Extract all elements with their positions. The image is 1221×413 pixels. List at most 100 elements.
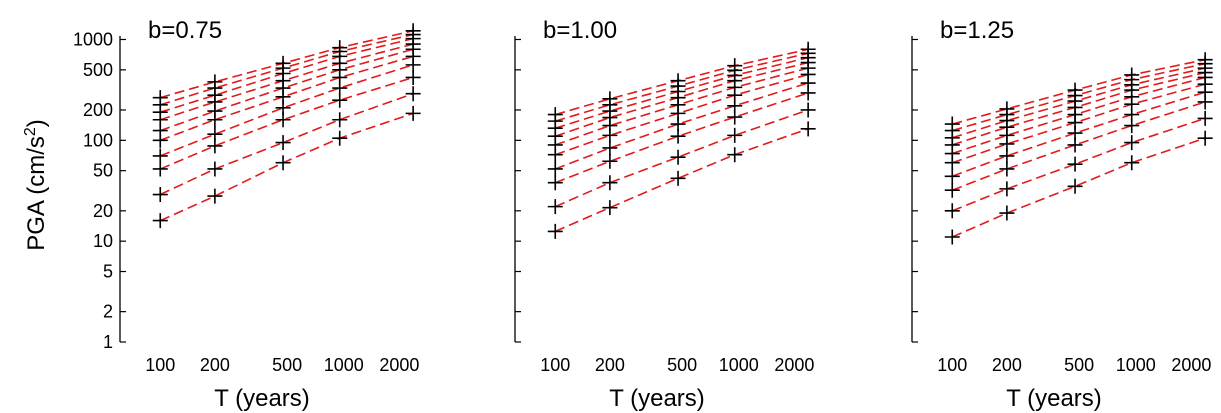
data-point-marker — [602, 140, 618, 156]
fit-line — [952, 71, 1206, 146]
fit-line — [555, 61, 809, 137]
data-point-marker — [547, 175, 563, 191]
data-point-marker — [944, 182, 960, 198]
fit-line — [951, 137, 1206, 238]
data-point-marker — [944, 116, 960, 132]
data-point-marker — [800, 102, 816, 118]
data-point-marker — [670, 73, 686, 89]
data-point-marker — [1067, 156, 1083, 172]
panel-2: 100 200 500 1000 2000 T (years) b=1.00 — [514, 17, 816, 412]
series-1 — [944, 130, 1213, 245]
data-point-marker — [405, 86, 421, 102]
data-point-marker — [999, 205, 1015, 221]
data-point-marker — [727, 127, 743, 143]
fit-line — [554, 109, 809, 208]
fit-line — [952, 101, 1206, 191]
fit-line — [555, 92, 809, 184]
data-point-marker — [332, 40, 348, 56]
panel-3: 100 200 500 1000 2000 T (years) b=1.25 — [911, 17, 1213, 412]
data-point-marker — [944, 229, 960, 245]
data-point-marker — [999, 181, 1015, 197]
x-tick-label: 1000 — [1116, 355, 1156, 375]
fit-line — [952, 62, 1206, 132]
y-tick-label: 50 — [93, 161, 113, 181]
y-tick-label: 2 — [103, 302, 113, 322]
x-tick-label: 500 — [1064, 355, 1094, 375]
data-point-marker — [602, 91, 618, 107]
data-point-marker — [547, 161, 563, 177]
x-tick-label: 200 — [595, 355, 625, 375]
data-point-marker — [944, 203, 960, 219]
series-2 — [152, 86, 421, 203]
data-point-marker — [1124, 135, 1140, 151]
y-tick-label: 5 — [103, 262, 113, 282]
series-7 — [547, 55, 816, 144]
fit-line — [159, 112, 414, 222]
data-point-marker — [207, 126, 223, 142]
data-point-marker — [1197, 110, 1213, 126]
x-tick-label: 1000 — [719, 355, 759, 375]
series-2 — [944, 110, 1213, 219]
x-tick-label: 100 — [937, 355, 967, 375]
series-10 — [944, 52, 1213, 132]
data-point-marker — [670, 170, 686, 186]
y-tick-label: 500 — [83, 60, 113, 80]
x-tick-label: 500 — [667, 355, 697, 375]
fit-line — [952, 76, 1206, 155]
chart-panels: 1 2 5 10 20 50 100 200 500 1000 100 200 500 1000 2000 T… — [22, 17, 1213, 412]
x-tick-label: 500 — [272, 355, 302, 375]
data-point-marker — [602, 200, 618, 216]
x-axis-title: T (years) — [214, 385, 310, 412]
x-axis-title: T (years) — [1006, 385, 1102, 412]
data-point-marker — [1124, 67, 1140, 83]
data-point-marker — [547, 107, 563, 123]
series-4 — [152, 57, 421, 164]
fit-line — [160, 37, 414, 113]
x-tick-label: 1000 — [324, 355, 364, 375]
data-point-marker — [152, 90, 168, 106]
data-point-marker — [275, 55, 291, 71]
data-point-marker — [800, 41, 816, 57]
panel-1: 1 2 5 10 20 50 100 200 500 1000 100 200 500 1000 2000 T… — [22, 17, 421, 412]
data-point-marker — [152, 161, 168, 177]
x-tick-label: 2000 — [1171, 355, 1211, 375]
data-point-marker — [1197, 52, 1213, 68]
data-point-marker — [602, 153, 618, 169]
data-point-marker — [1197, 130, 1213, 146]
fit-line — [555, 56, 809, 129]
series-4 — [547, 75, 816, 177]
y-tick-label: 1000 — [73, 29, 113, 49]
series-3 — [547, 85, 816, 191]
x-tick-label: 2000 — [379, 355, 419, 375]
series-6 — [547, 60, 816, 153]
fit-line — [555, 67, 809, 146]
data-point-marker — [332, 130, 348, 146]
data-point-marker — [602, 175, 618, 191]
x-tick-label: 200 — [992, 355, 1022, 375]
fit-line — [160, 64, 414, 157]
data-point-marker — [999, 161, 1015, 177]
data-point-marker — [207, 188, 223, 204]
data-point-marker — [207, 74, 223, 90]
data-point-marker — [152, 187, 168, 203]
data-point-marker — [999, 101, 1015, 117]
panel-title: b=1.25 — [940, 17, 1014, 44]
data-point-marker — [670, 149, 686, 165]
data-point-marker — [207, 161, 223, 177]
data-point-marker — [152, 213, 168, 229]
series-10 — [547, 41, 816, 123]
series-2 — [547, 102, 816, 215]
data-point-marker — [275, 135, 291, 151]
data-point-marker — [405, 105, 421, 121]
series-1 — [547, 121, 816, 239]
fit-line — [554, 128, 809, 233]
fit-line — [160, 33, 414, 106]
data-point-marker — [547, 223, 563, 239]
x-axis-title: T (years) — [609, 385, 705, 412]
series-7 — [152, 36, 421, 128]
data-point-marker — [152, 148, 168, 164]
data-point-marker — [1067, 82, 1083, 98]
fit-line — [555, 82, 809, 170]
data-point-marker — [1124, 155, 1140, 171]
